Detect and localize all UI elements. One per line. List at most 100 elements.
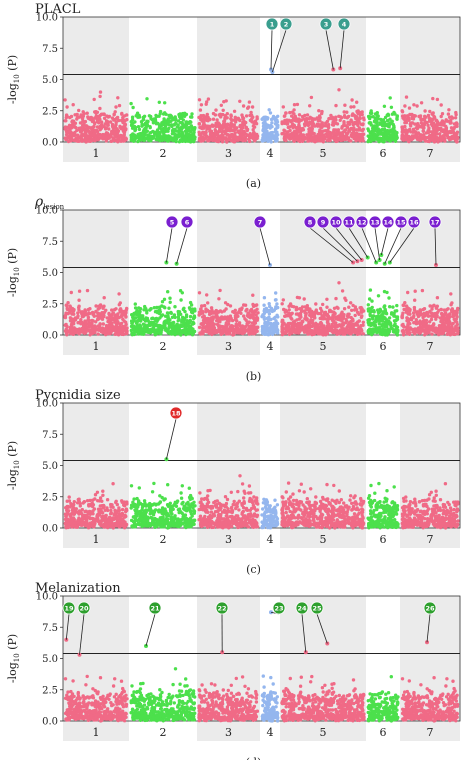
- snp-point: [133, 316, 138, 320]
- snp-point: [449, 325, 454, 329]
- snp-point: [189, 303, 194, 307]
- snp-point: [280, 332, 285, 337]
- snp-point: [184, 323, 188, 328]
- snp-points: [63, 88, 460, 144]
- snp-point: [330, 135, 334, 139]
- snp-point: [231, 310, 235, 314]
- snp-point: [89, 138, 93, 143]
- snp-point: [302, 328, 306, 333]
- qtl-marker-label: 6: [185, 218, 190, 226]
- snp-point: [296, 327, 300, 332]
- snp-point: [310, 332, 314, 337]
- snp-point: [125, 326, 129, 330]
- snp-point: [430, 332, 434, 336]
- snp-point: [327, 123, 331, 127]
- snp-point: [284, 138, 288, 142]
- snp-point: [319, 322, 324, 326]
- snp-point: [116, 312, 120, 316]
- snp-point: [185, 130, 189, 134]
- snp-point: [239, 328, 243, 332]
- snp-point: [154, 309, 158, 313]
- snp-point: [389, 105, 394, 110]
- snp-point: [124, 136, 128, 140]
- snp-point: [361, 139, 365, 143]
- snp-point: [138, 323, 142, 328]
- snp-point: [211, 325, 215, 330]
- snp-point: [273, 127, 278, 131]
- snp-point: [449, 126, 454, 130]
- snp-point: [79, 113, 83, 117]
- snp-point: [131, 132, 135, 136]
- snp-point: [429, 311, 434, 315]
- snp-point: [77, 298, 81, 302]
- snp-point: [392, 319, 397, 323]
- snp-point: [361, 127, 365, 131]
- snp-point: [404, 95, 409, 99]
- snp-point: [189, 139, 193, 143]
- snp-point: [423, 121, 427, 125]
- snp-point: [116, 130, 120, 134]
- snp-point: [442, 316, 446, 320]
- snp-point: [198, 108, 203, 112]
- snp-point: [353, 313, 357, 318]
- snp-point: [347, 328, 352, 333]
- qtl-marker: 7: [253, 215, 267, 229]
- snp-point: [199, 311, 203, 316]
- snp-point: [452, 312, 457, 317]
- snp-point: [350, 308, 354, 312]
- snp-point: [382, 104, 387, 109]
- qtl-marker-label: 10: [331, 218, 341, 226]
- snp-point: [132, 125, 136, 129]
- snp-point: [387, 296, 391, 300]
- snp-point: [360, 110, 364, 114]
- snp-point: [424, 325, 428, 330]
- snp-point: [98, 94, 102, 99]
- snp-point: [288, 329, 292, 334]
- snp-point: [286, 325, 291, 329]
- snp-point: [200, 329, 204, 333]
- snp-point: [177, 126, 182, 130]
- snp-point: [271, 331, 276, 335]
- snp-point: [430, 307, 434, 311]
- snp-point: [282, 128, 286, 132]
- snp-point: [197, 98, 202, 102]
- y-tick-label: 10.0: [36, 399, 58, 410]
- snp-point: [312, 315, 316, 319]
- snp-point: [411, 127, 416, 131]
- y-tick-label: 10.0: [36, 13, 58, 24]
- snp-point: [284, 314, 288, 318]
- snp-point: [104, 131, 109, 135]
- snp-point: [267, 317, 271, 321]
- snp-point: [148, 308, 152, 312]
- snp-point: [101, 326, 106, 331]
- snp-point: [275, 313, 279, 317]
- snp-point: [148, 138, 152, 142]
- snp-point: [114, 117, 119, 121]
- snp-point: [159, 138, 164, 142]
- snp-point: [450, 129, 455, 133]
- snp-point: [445, 328, 450, 332]
- snp-point: [201, 315, 205, 319]
- snp-point: [376, 127, 380, 131]
- snp-point: [110, 313, 114, 317]
- snp-point: [114, 105, 118, 109]
- snp-point: [254, 122, 259, 126]
- snp-point: [327, 116, 332, 121]
- snp-point: [335, 325, 339, 329]
- snp-point: [82, 112, 86, 116]
- snp-point: [350, 135, 354, 139]
- snp-point: [280, 121, 284, 126]
- snp-point: [453, 116, 458, 120]
- snp-point: [270, 135, 274, 139]
- snp-point: [190, 333, 195, 337]
- snp-point: [146, 135, 150, 139]
- snp-point: [77, 289, 82, 293]
- snp-point: [180, 115, 184, 119]
- snp-point: [439, 316, 443, 320]
- snp-point: [141, 117, 146, 122]
- snp-point: [326, 319, 330, 323]
- snp-point: [250, 331, 254, 336]
- snp-point: [121, 129, 126, 133]
- snp-point: [101, 493, 105, 497]
- snp-point: [335, 122, 340, 126]
